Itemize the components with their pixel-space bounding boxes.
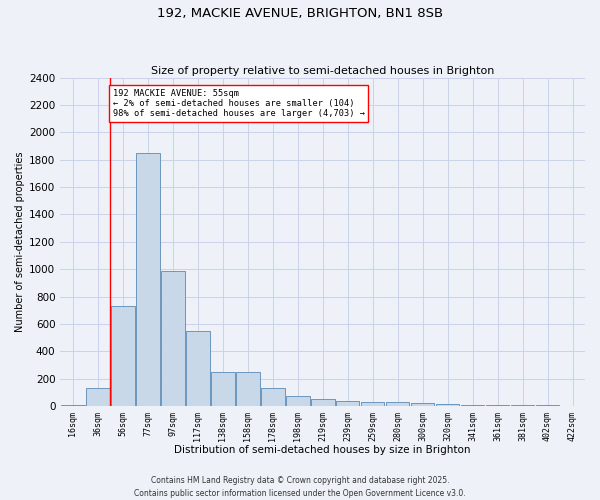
Bar (211, 372, 235, 406)
Bar (286, 396, 310, 406)
Bar (261, 388, 284, 406)
Bar (386, 402, 409, 406)
Text: 192 MACKIE AVENUE: 55sqm
← 2% of semi-detached houses are smaller (104)
98% of s: 192 MACKIE AVENUE: 55sqm ← 2% of semi-de… (113, 88, 365, 118)
Bar (336, 401, 359, 406)
Bar (186, 330, 209, 406)
Bar (361, 402, 385, 406)
Bar (461, 404, 484, 406)
Text: Contains HM Land Registry data © Crown copyright and database right 2025.
Contai: Contains HM Land Registry data © Crown c… (134, 476, 466, 498)
X-axis label: Distribution of semi-detached houses by size in Brighton: Distribution of semi-detached houses by … (175, 445, 471, 455)
Bar (61, 404, 85, 406)
Bar (411, 403, 434, 406)
Text: 192, MACKIE AVENUE, BRIGHTON, BN1 8SB: 192, MACKIE AVENUE, BRIGHTON, BN1 8SB (157, 8, 443, 20)
Bar (436, 404, 460, 406)
Title: Size of property relative to semi-detached houses in Brighton: Size of property relative to semi-detach… (151, 66, 494, 76)
Bar (161, 270, 185, 406)
Bar (86, 388, 110, 406)
Bar (236, 372, 260, 406)
Bar (111, 306, 134, 406)
Bar (136, 153, 160, 406)
Y-axis label: Number of semi-detached properties: Number of semi-detached properties (15, 152, 25, 332)
Bar (311, 399, 335, 406)
